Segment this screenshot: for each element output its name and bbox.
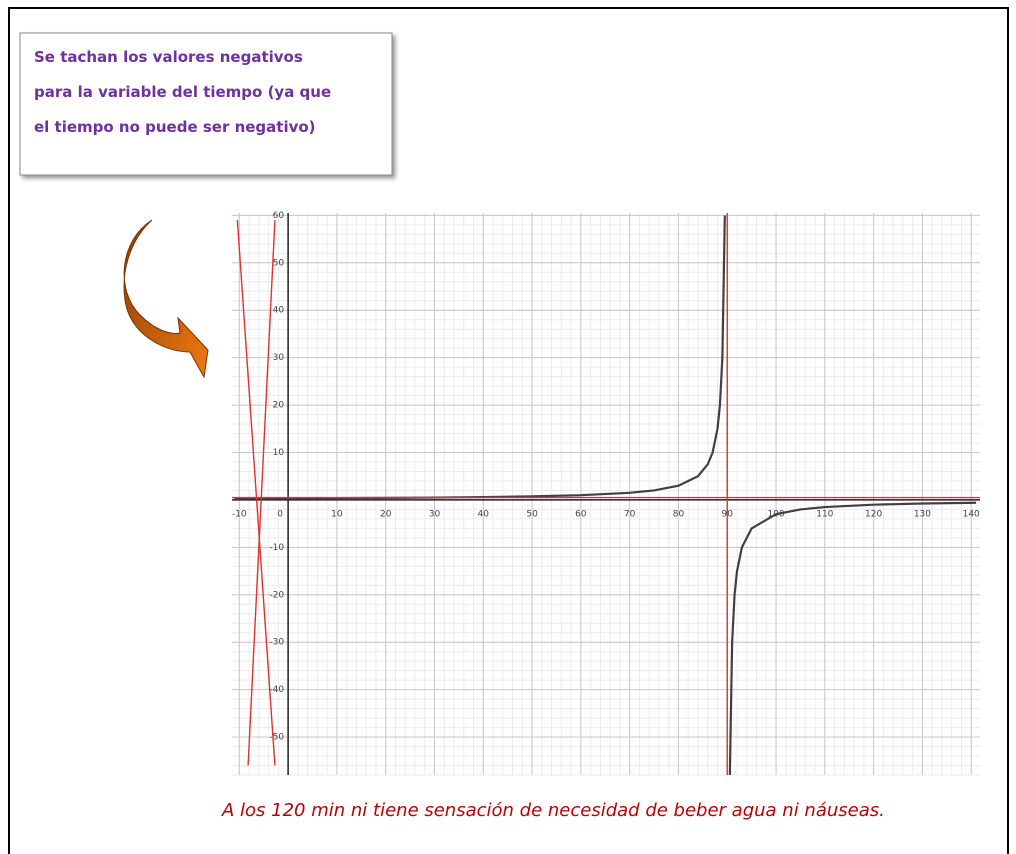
x-tick-label: 30	[429, 509, 441, 519]
y-tick-label: -10	[269, 543, 284, 553]
note-box	[19, 32, 393, 176]
x-tick-label: 80	[673, 509, 685, 519]
x-tick-label: 120	[865, 509, 882, 519]
x-tick-label: 140	[963, 509, 980, 519]
series-line	[236, 220, 276, 766]
y-tick-label: -40	[269, 685, 284, 695]
note-line: para la variable del tiempo (ya que	[34, 83, 331, 101]
x-tick-label: 70	[624, 509, 636, 519]
x-tick-label: 10	[331, 509, 343, 519]
x-tick-label: 60	[575, 509, 587, 519]
frame	[8, 7, 1009, 854]
footer-text: A los 120 min ni tiene sensación de nece…	[221, 800, 885, 821]
x-tick-label: 20	[380, 509, 392, 519]
x-tick-label: 130	[914, 509, 931, 519]
y-tick-label: 30	[273, 353, 285, 363]
x-tick-label: 0	[277, 509, 283, 519]
x-tick-label: 50	[526, 509, 538, 519]
x-tick-label: 40	[478, 509, 490, 519]
y-tick-label: 20	[273, 401, 285, 411]
series-group	[232, 213, 980, 775]
y-tick-label: -30	[269, 638, 284, 648]
note-line: Se tachan los valores negativos	[34, 48, 303, 66]
x-tick-label: -10	[232, 509, 247, 519]
y-tick-label: 40	[273, 306, 285, 316]
arrow	[123, 219, 209, 379]
x-tick-label: 110	[816, 509, 833, 519]
y-tick-label: 50	[273, 258, 285, 268]
note-line: el tiempo no puede ser negativo)	[34, 118, 316, 136]
y-tick-label: 10	[273, 448, 285, 458]
y-tick-label: -20	[269, 590, 284, 600]
y-tick-label: -50	[269, 733, 284, 743]
series-line	[247, 220, 276, 766]
y-tick-label: 60	[273, 211, 285, 221]
